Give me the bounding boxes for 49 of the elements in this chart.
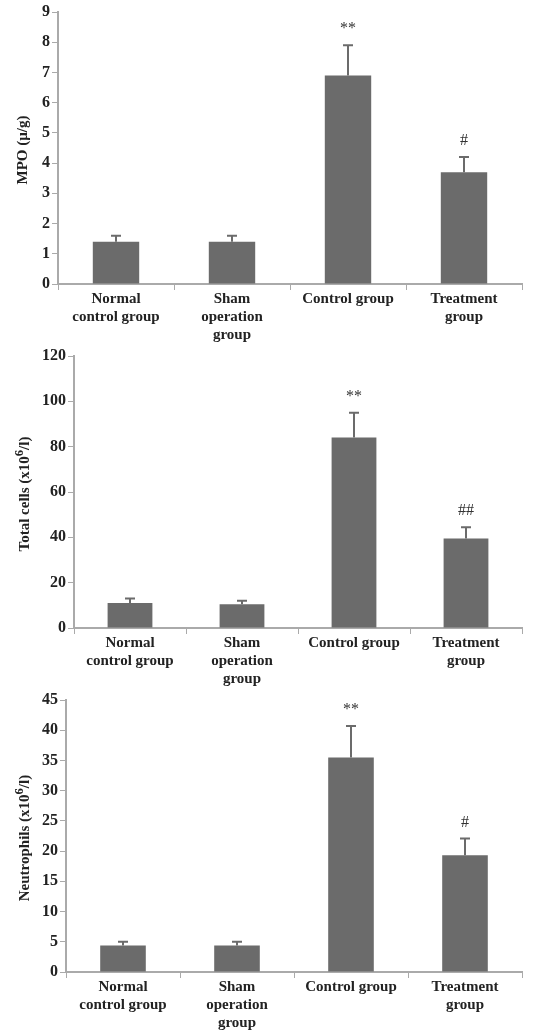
y-tick-label: 0 (58, 618, 66, 636)
y-tick-label: 0 (50, 962, 58, 980)
y-tick-label: 120 (42, 346, 66, 364)
y-tick-label: 20 (50, 572, 66, 590)
x-tick-label: Control group (308, 633, 400, 650)
y-tick-label: 15 (42, 871, 58, 889)
y-tick-label: 4 (42, 153, 50, 171)
x-tick-label: Treatment group (430, 289, 498, 324)
y-tick-label: 8 (42, 32, 50, 50)
x-tick-label: Treatment group (432, 633, 500, 668)
x-tick-label: Control group (302, 289, 394, 306)
y-tick-label: 5 (50, 931, 58, 949)
x-tick-label: Control group (305, 977, 397, 994)
x-tick-label: Sham operation group (211, 633, 274, 686)
x-tick-label: Treatment group (431, 977, 499, 1012)
y-tick-label: 30 (42, 780, 58, 798)
y-tick-label: 6 (42, 92, 50, 110)
y-tick-label: 0 (42, 274, 50, 292)
y-tick-label: 25 (42, 811, 58, 829)
y-tick-label: 45 (42, 690, 58, 708)
y-tick-label: 100 (42, 391, 66, 409)
y-tick-label: 1 (42, 243, 50, 261)
annotation: ** (346, 386, 362, 404)
annotation: ** (343, 700, 359, 718)
y-axis-title: MPO (µ/g) (13, 115, 31, 185)
y-tick-label: 20 (42, 841, 58, 859)
y-tick-label: 5 (42, 123, 50, 141)
x-tick-label: Normal control group (86, 633, 174, 668)
bar (100, 945, 146, 972)
annotation: ** (340, 19, 356, 37)
annotation: # (461, 812, 469, 830)
y-tick-label: 10 (42, 901, 58, 919)
y-tick-label: 7 (42, 62, 50, 80)
x-tick-label: Normal control group (79, 977, 167, 1012)
x-tick-label: Sham operation group (201, 289, 264, 342)
y-tick-label: 40 (50, 527, 66, 545)
y-tick-label: 3 (42, 183, 50, 201)
x-tick-label: Normal control group (72, 289, 160, 324)
y-tick-label: 40 (42, 720, 58, 738)
x-tick-label: Sham operation group (206, 977, 269, 1030)
y-tick-label: 2 (42, 213, 50, 231)
bar (219, 604, 265, 628)
y-tick-label: 35 (42, 750, 58, 768)
bar (214, 945, 260, 972)
y-tick-label: 9 (42, 2, 50, 20)
annotation: # (460, 131, 468, 149)
annotation: ## (458, 501, 474, 519)
y-tick-label: 60 (50, 482, 66, 500)
y-tick-label: 80 (50, 436, 66, 454)
